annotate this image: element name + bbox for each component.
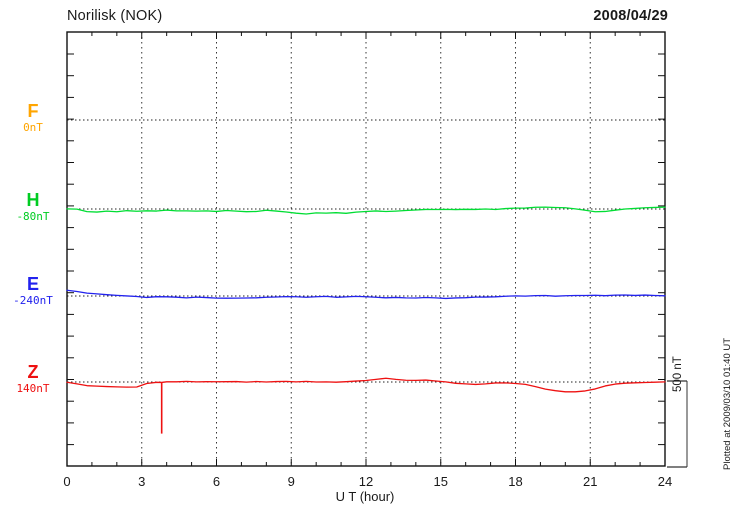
scale-bar-label: 500 nT bbox=[672, 356, 684, 392]
scale-bar bbox=[667, 380, 688, 468]
x-tick-label: 0 bbox=[63, 474, 71, 489]
component-letter-z: Z bbox=[27, 362, 39, 382]
component-label-e: E -240nT bbox=[2, 275, 64, 306]
trace-z bbox=[66, 377, 666, 393]
x-tick-label: 15 bbox=[433, 474, 448, 489]
trace-e bbox=[66, 289, 666, 300]
x-tick-label: 21 bbox=[583, 474, 598, 489]
trace-layer bbox=[66, 206, 666, 434]
component-baseline-e: -240nT bbox=[13, 293, 53, 307]
page-title: Norilisk (NOK) bbox=[67, 8, 163, 24]
trace-h bbox=[66, 206, 666, 215]
component-baseline-f: 0nT bbox=[23, 120, 43, 134]
chart-date: 2008/04/29 bbox=[593, 8, 668, 24]
component-baseline-z: 140nT bbox=[16, 381, 50, 395]
x-tick-label: 24 bbox=[657, 474, 673, 489]
plotted-timestamp: Plotted at 2009/03/10 01:40 UT bbox=[722, 337, 730, 470]
component-label-z: Z 140nT bbox=[2, 363, 64, 394]
x-tick-label: 3 bbox=[138, 474, 146, 489]
x-tick-label: 6 bbox=[212, 474, 221, 489]
component-letter-e: E bbox=[26, 274, 39, 294]
plot-frame bbox=[66, 31, 666, 467]
grid-layer bbox=[67, 32, 665, 466]
x-axis-title: U T (hour) bbox=[335, 489, 395, 504]
x-tick-label: 18 bbox=[508, 474, 523, 489]
component-baseline-h: -80nT bbox=[16, 209, 50, 223]
x-tick-label: 9 bbox=[287, 474, 295, 489]
x-tick-label: 12 bbox=[358, 474, 374, 489]
component-label-h: H -80nT bbox=[2, 191, 64, 222]
component-label-f: F 0nT bbox=[2, 102, 64, 133]
component-letter-h: H bbox=[26, 190, 40, 210]
component-letter-f: F bbox=[27, 101, 39, 121]
